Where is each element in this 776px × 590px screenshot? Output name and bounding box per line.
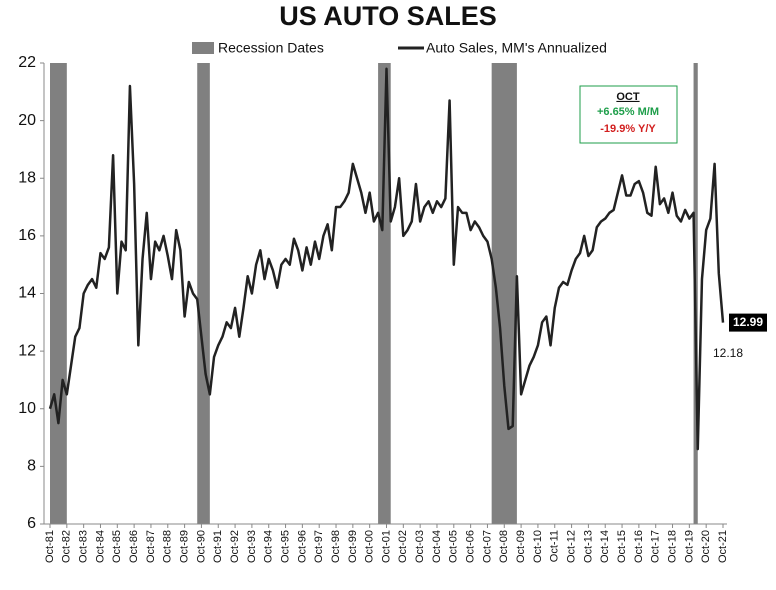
x-tick-label: Oct-94 — [263, 530, 275, 563]
info-line: -19.9% Y/Y — [600, 123, 656, 135]
x-tick-label: Oct-12 — [565, 530, 577, 563]
x-tick-label: Oct-87 — [145, 530, 157, 563]
recession-band — [197, 63, 210, 524]
chart-title: US AUTO SALES — [279, 1, 497, 31]
x-tick-label: Oct-16 — [633, 530, 645, 563]
x-tick-label: Oct-14 — [599, 530, 611, 563]
end-label-box — [729, 313, 767, 332]
x-tick-label: Oct-99 — [347, 530, 359, 563]
x-tick-label: Oct-09 — [515, 530, 527, 563]
x-tick-label: Oct-06 — [465, 530, 477, 563]
info-line: +6.65% M/M — [597, 106, 659, 118]
x-tick-label: Oct-03 — [414, 530, 426, 563]
y-tick-label: 12 — [18, 342, 36, 359]
x-tick-label: Oct-98 — [330, 530, 342, 563]
y-tick-label: 14 — [18, 285, 36, 302]
x-tick-label: Oct-00 — [364, 530, 376, 563]
legend-label: Recession Dates — [218, 40, 324, 56]
recession-band — [50, 63, 67, 524]
x-tick-label: Oct-18 — [666, 530, 678, 563]
x-tick-label: Oct-85 — [111, 530, 123, 563]
x-tick-label: Oct-91 — [212, 530, 224, 563]
x-tick-label: Oct-93 — [246, 530, 258, 563]
x-tick-label: Oct-20 — [700, 530, 712, 563]
x-tick-label: Oct-02 — [397, 530, 409, 563]
x-tick-label: Oct-04 — [431, 530, 443, 563]
x-tick-label: Oct-86 — [128, 530, 140, 563]
x-tick-label: Oct-84 — [94, 530, 106, 563]
info-box: OCT +6.65% M/M -19.9% Y/Y — [579, 85, 678, 144]
x-tick-label: Oct-01 — [380, 530, 392, 563]
x-tick-label: Oct-13 — [582, 530, 594, 563]
x-tick-label: Oct-88 — [162, 530, 174, 563]
y-tick-label: 8 — [27, 458, 36, 475]
recession-band — [378, 63, 391, 524]
legend-swatch — [192, 42, 214, 54]
x-tick-label: Oct-92 — [229, 530, 241, 563]
x-tick-label: Oct-07 — [481, 530, 493, 563]
x-tick-label: Oct-95 — [279, 530, 291, 563]
info-title: OCT — [616, 91, 640, 103]
x-tick-label: Oct-81 — [44, 530, 56, 563]
x-tick-label: Oct-05 — [448, 530, 460, 563]
x-tick-label: Oct-08 — [498, 530, 510, 563]
x-tick-label: Oct-21 — [717, 530, 729, 563]
y-tick-label: 10 — [18, 400, 36, 417]
x-tick-label: Oct-89 — [179, 530, 191, 563]
x-tick-label: Oct-11 — [549, 530, 561, 562]
x-tick-label: Oct-82 — [61, 530, 73, 563]
annotation: 12.18 — [713, 346, 743, 360]
y-tick-label: 20 — [18, 112, 36, 129]
x-tick-label: Oct-19 — [683, 530, 695, 563]
x-tick-label: Oct-10 — [532, 530, 544, 563]
x-tick-label: Oct-96 — [296, 530, 308, 563]
x-tick-label: Oct-90 — [195, 530, 207, 563]
x-tick-label: Oct-97 — [313, 530, 325, 563]
info-box-border — [579, 85, 678, 144]
data-line — [48, 67, 725, 451]
x-tick-label: Oct-83 — [78, 530, 90, 563]
y-tick-label: 22 — [18, 54, 36, 71]
end-label: 12.99 — [733, 315, 763, 329]
x-tick-label: Oct-15 — [616, 530, 628, 563]
y-tick-label: 16 — [18, 227, 36, 244]
legend-label: Auto Sales, MM's Annualized — [426, 40, 607, 56]
y-tick-label: 6 — [27, 515, 36, 532]
x-tick-label: Oct-17 — [650, 530, 662, 563]
y-tick-label: 18 — [18, 169, 36, 186]
